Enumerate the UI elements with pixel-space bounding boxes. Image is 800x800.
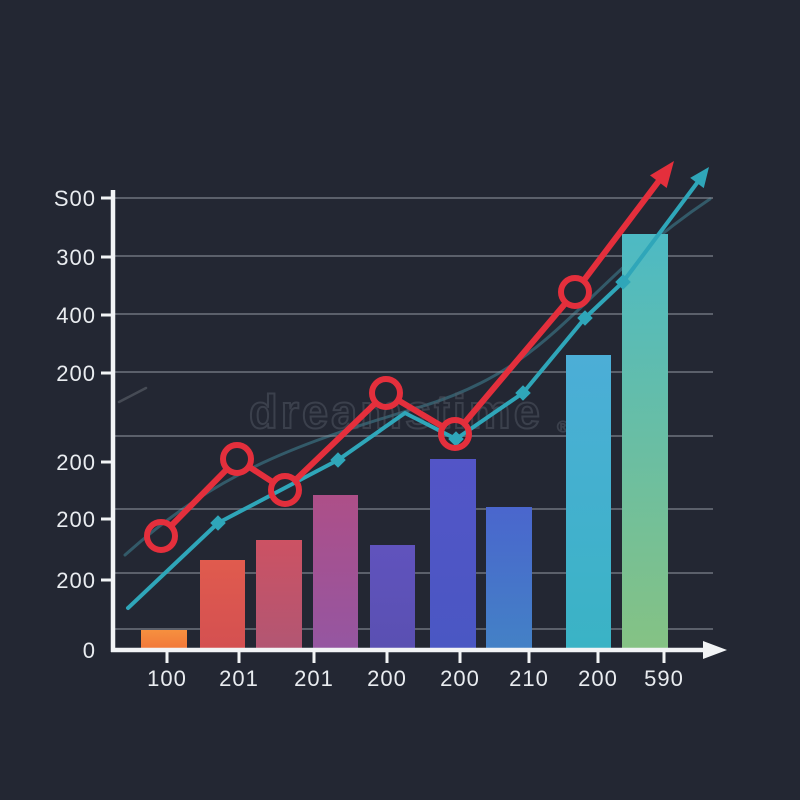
- x-axis-label: 590: [644, 666, 684, 691]
- x-axis-label: 100: [147, 666, 187, 691]
- y-axis-label: S00: [54, 186, 96, 211]
- red-line-segment: [293, 400, 378, 483]
- x-axis-arrow-icon: [703, 641, 727, 659]
- y-axis-label: 300: [56, 245, 96, 270]
- y-axis-label: 200: [56, 568, 96, 593]
- y-axis-label: 200: [56, 450, 96, 475]
- y-axis-label: 200: [56, 361, 96, 386]
- x-axis-label: 210: [509, 666, 549, 691]
- red-line-ring-marker: [558, 275, 592, 309]
- x-axis-label: 201: [294, 666, 334, 691]
- x-axis-label: 200: [578, 666, 618, 691]
- y-axis-label: 0: [83, 638, 96, 663]
- red-line-segment: [462, 300, 568, 426]
- teal-arrow-icon: [690, 167, 709, 189]
- red-line-ring-marker: [144, 519, 178, 553]
- teal-line-marker: [210, 515, 226, 531]
- red-line-ring-marker: [268, 473, 302, 507]
- bar-series-column: [566, 355, 611, 648]
- y-axis-label: 400: [56, 303, 96, 328]
- red-line-segment: [396, 397, 445, 430]
- y-axis-label: 200: [56, 507, 96, 532]
- bar-series-column: [486, 507, 532, 648]
- red-line-segment: [168, 467, 230, 528]
- red-line-ring-marker: [220, 442, 254, 476]
- bar-series-column: [430, 459, 476, 648]
- red-line-ring-marker: [369, 376, 403, 410]
- red-line-segment: [581, 178, 662, 283]
- faint-dash: [117, 386, 148, 404]
- red-line-ring-marker: [438, 417, 472, 451]
- bar-series-column: [370, 545, 415, 648]
- x-axis-label: 201: [219, 666, 259, 691]
- bar-series-column: [256, 540, 302, 648]
- red-arrow-icon: [650, 161, 674, 188]
- bar-series-column: [622, 234, 668, 648]
- x-axis-label: 200: [367, 666, 407, 691]
- bar-series-column: [313, 495, 358, 648]
- bar-series-column: [200, 560, 245, 648]
- x-axis-label: 200: [440, 666, 480, 691]
- red-line-segment: [247, 464, 275, 485]
- bar-series-column: [141, 630, 187, 648]
